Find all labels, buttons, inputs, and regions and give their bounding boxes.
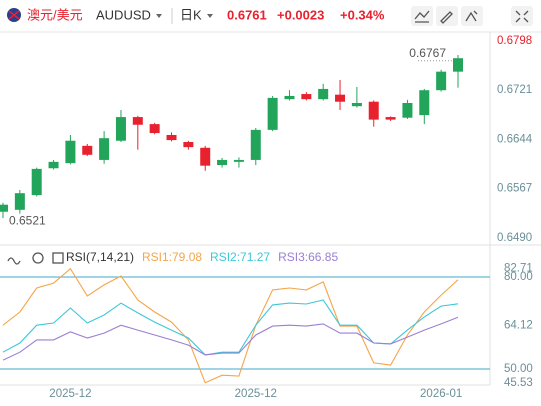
dropdown-arrow[interactable] (156, 14, 162, 18)
candle-body (183, 142, 194, 148)
candle-body (217, 159, 228, 166)
header: 澳元/美元 AUDUSD 日K 0.6761 +0.0023 +0.34% (0, 6, 541, 33)
change: +0.0023 (277, 7, 324, 22)
candle-body (0, 204, 8, 212)
rsi-line (2, 316, 459, 361)
candle-body (233, 159, 244, 162)
x-tick-label: 2025-12 (49, 388, 91, 400)
rsi-header: RSI(7,14,21) (7, 250, 134, 265)
period[interactable]: 日K (180, 7, 202, 22)
candle-body (318, 88, 329, 100)
fullscreen-icon (515, 10, 529, 23)
y-tick-label: 0.6721 (497, 84, 532, 96)
candle-body (31, 168, 42, 196)
indicator-icon (414, 10, 430, 23)
select-icon[interactable] (52, 252, 64, 264)
compare-icon (465, 10, 478, 22)
rsi-line (2, 267, 459, 384)
y-tick-label: 64.12 (504, 320, 533, 332)
candle-body (385, 117, 396, 120)
price: 0.6761 (227, 7, 267, 22)
candle-body (453, 58, 463, 72)
legend-entry: RSI3:66.85 (278, 250, 338, 264)
candle-body (149, 124, 160, 134)
candle-body (200, 147, 211, 166)
candle-body (99, 138, 110, 160)
candle-body (402, 103, 413, 118)
y-tick-label: 0.6798 (497, 35, 532, 47)
y-tick-label: 45.53 (504, 377, 533, 389)
candle-body (368, 101, 379, 120)
y-tick-label: 0.6567 (497, 183, 532, 195)
candle-body (82, 145, 93, 155)
draw-icon (440, 11, 453, 24)
symbol[interactable]: AUDUSD (96, 7, 151, 22)
candle-body (132, 117, 143, 125)
settings-icon[interactable] (32, 252, 44, 264)
compare-button[interactable] (461, 6, 483, 26)
x-tick-label: 2025-12 (235, 388, 277, 400)
rsi-line (2, 299, 459, 356)
candle-body (250, 129, 261, 160)
flag-cross (8, 10, 20, 20)
candle-body (14, 193, 25, 210)
candle-body (48, 161, 59, 169)
fullscreen-button[interactable] (511, 6, 533, 26)
y-tick-label: 0.6490 (497, 232, 532, 244)
pair-name[interactable]: 澳元/美元 (27, 7, 83, 22)
y-tick-label: 50.00 (504, 363, 533, 375)
legend-entry: RSI1:79.08 (142, 250, 202, 264)
y-tick-label: 80.00 (504, 271, 533, 283)
price-annotation: 0.6767 (409, 46, 446, 60)
collapse-icon[interactable] (7, 257, 21, 265)
candle-body (301, 94, 312, 100)
candle-body (115, 117, 126, 141)
candle-body (351, 103, 362, 107)
y-tick-label: 82.71 (504, 263, 533, 275)
candle-body (267, 97, 278, 130)
change-pct: +0.34% (340, 7, 385, 22)
draw-button[interactable] (436, 6, 458, 26)
candle-body (284, 95, 295, 100)
dropdown-arrow[interactable] (207, 14, 213, 18)
legend-entry: RSI2:71.27 (210, 250, 270, 264)
candle-body (65, 140, 76, 164)
candle-body (419, 90, 430, 116)
candle-body (436, 71, 447, 91)
rsi-title: RSI(7,14,21) (66, 250, 134, 264)
candle-body (166, 134, 177, 141)
candle-body (335, 94, 346, 102)
price-annotation: 0.6521 (9, 213, 46, 227)
indicator-button[interactable] (411, 6, 433, 26)
y-tick-label: 0.6644 (497, 133, 533, 145)
x-tick-label: 2026-01 (420, 388, 462, 400)
